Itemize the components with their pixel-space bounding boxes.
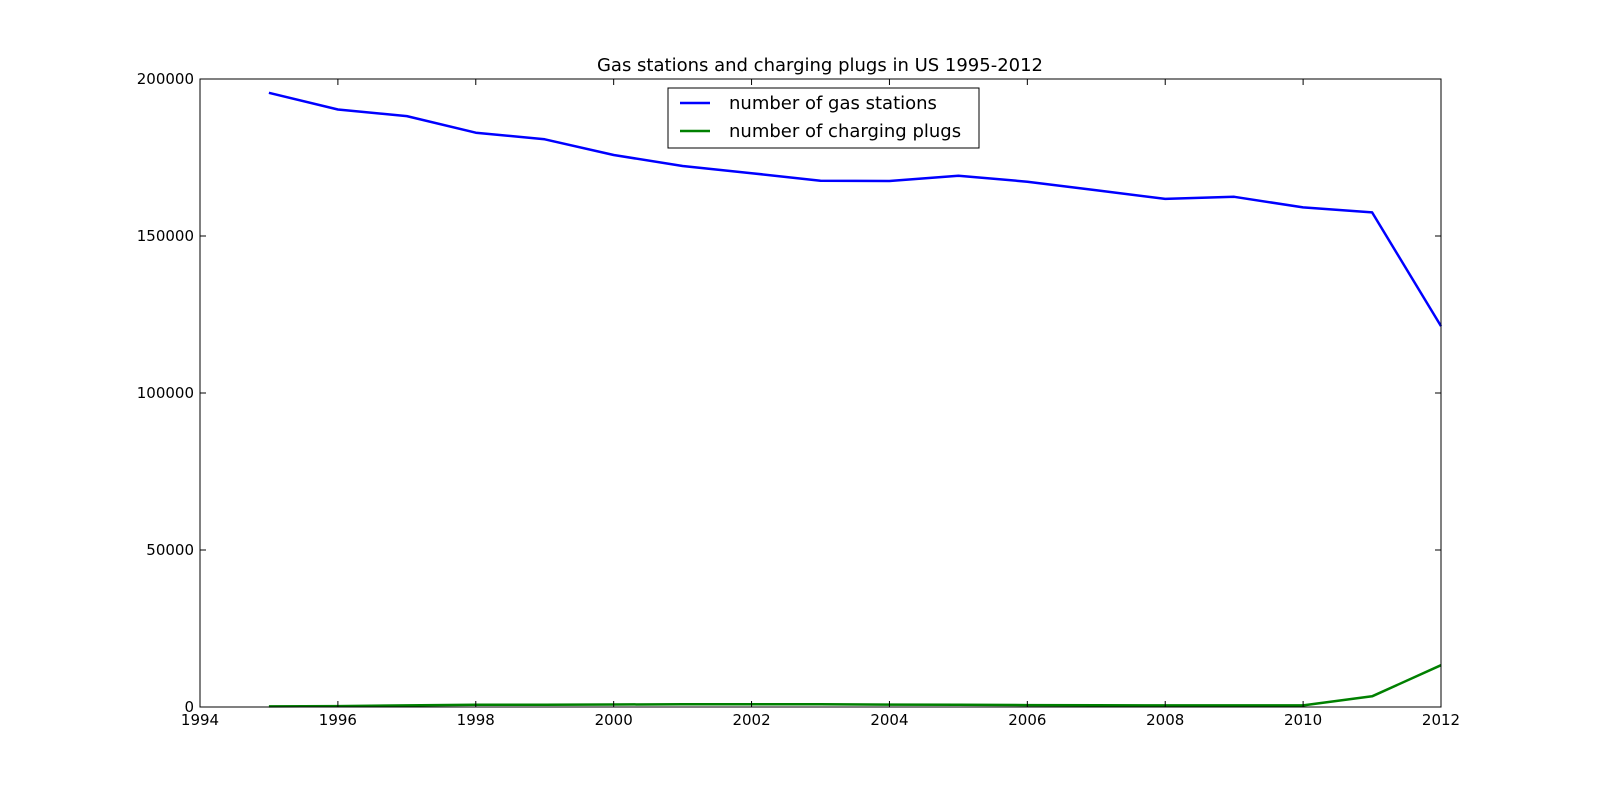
axes: 1994 1996 1998 2000 2002 2004 2006 2008 2010 2012… (137, 70, 1460, 729)
series-line-0 (268, 91, 1443, 327)
legend: number of gas stations number of charging… (667, 87, 980, 149)
legend-label: number of gas stations (729, 93, 937, 114)
x-tick-label: 1996 (319, 711, 357, 729)
legend-box (667, 87, 980, 149)
x-tick-label: 2002 (732, 711, 770, 729)
y-tick-label: 200000 (137, 70, 194, 88)
x-tick-label: 1998 (457, 711, 495, 729)
legend-label: number of charging plugs (729, 121, 961, 142)
x-tick-label: 2008 (1146, 711, 1184, 729)
y-tick-label: 100000 (137, 384, 194, 402)
y-tick-label: 50000 (146, 541, 194, 559)
y-tick-label: 150000 (137, 227, 194, 245)
x-tick-label: 2010 (1284, 711, 1322, 729)
y-tick-label: 0 (184, 698, 194, 716)
x-tick-label: 2006 (1008, 711, 1046, 729)
x-tick-label: 2004 (870, 711, 908, 729)
x-tick-label: 2000 (595, 711, 633, 729)
series-layer (268, 91, 1443, 708)
x-tick-label: 1994 (181, 711, 219, 729)
axes-frame (199, 78, 1442, 708)
chart-title: Gas stations and charging plugs in US 19… (597, 55, 1043, 76)
x-tick-label: 2012 (1422, 711, 1460, 729)
series-line-1 (268, 664, 1442, 708)
